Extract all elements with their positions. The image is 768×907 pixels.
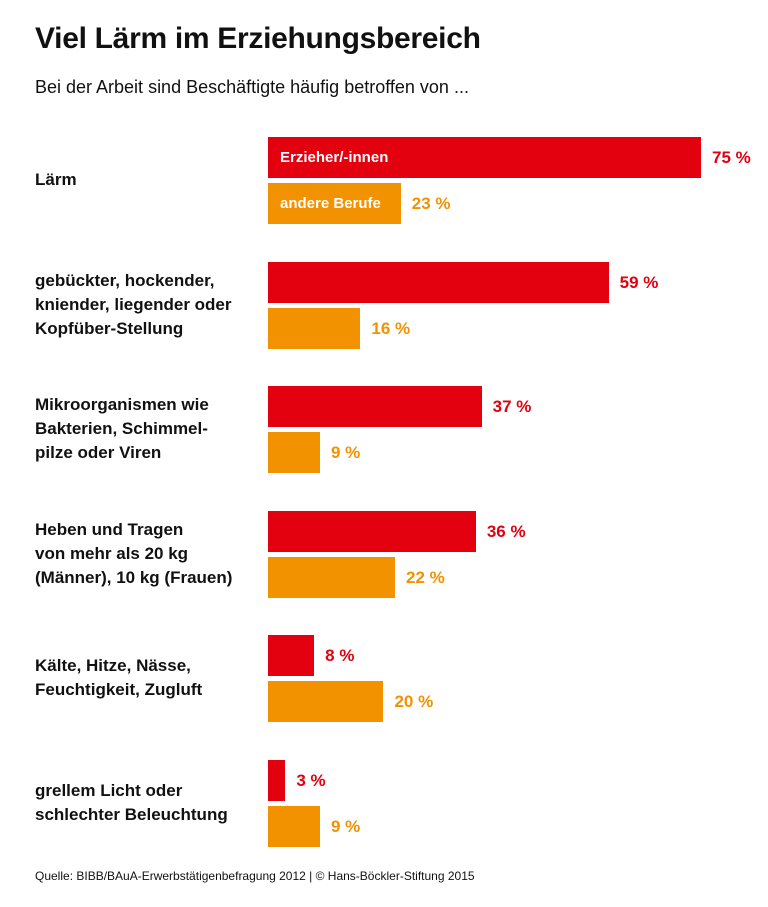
chart-title: Viel Lärm im Erziehungsbereich	[35, 22, 481, 55]
category-label-line: kniender, liegender oder	[35, 294, 232, 314]
category-label-line: gebückter, hockender,	[35, 270, 215, 290]
category-label-line: Kälte, Hitze, Nässe,	[35, 656, 191, 676]
category-label-line: Mikroorganismen wie	[35, 395, 209, 415]
data-label: 9 %	[330, 443, 361, 463]
data-label: 22 %	[406, 567, 445, 587]
bar-andere	[268, 806, 320, 847]
data-label: 36 %	[486, 521, 526, 541]
source-note: Quelle: BIBB/BAuA-Erwerbstätigenbefragun…	[35, 869, 475, 883]
category-label: Mikroorganismen wie Bakterien, Schimmel-p…	[35, 393, 265, 465]
category-label-line: pilze oder Viren	[35, 443, 162, 463]
data-label: 8 %	[325, 646, 355, 666]
bar-erzieher	[268, 261, 609, 303]
category-label-line: Heben und Tragen	[35, 519, 184, 539]
data-label: 9 %	[330, 817, 361, 836]
data-label: 16 %	[371, 318, 411, 338]
data-label: 59 %	[619, 272, 659, 292]
category-label-line: Kopfüber-Stellung	[35, 318, 184, 338]
category-label: Lärm	[35, 168, 265, 192]
data-label: 37 %	[492, 397, 532, 417]
data-label: 20 %	[394, 692, 434, 712]
legend-label: andere Berufe	[280, 195, 381, 212]
bar-andere	[268, 556, 395, 598]
category-label-line: Lärm	[35, 170, 77, 189]
chart-subtitle: Bei der Arbeit sind Beschäftigte häufig …	[35, 77, 469, 97]
bar-erzieher	[268, 510, 476, 552]
category-label-line: grellem Licht oder	[35, 781, 183, 800]
bar-erzieher	[268, 635, 315, 677]
category-label: Kälte, Hitze, Nässe, Feuchtigkeit, Zugluf…	[35, 654, 265, 702]
legend-label: Erzieher/-innen	[280, 149, 389, 166]
bar-andere	[268, 432, 320, 474]
category-label-line: schlechter Beleuchtung	[35, 805, 228, 824]
data-label: 75 %	[712, 148, 751, 167]
bar-andere	[268, 681, 384, 723]
bar-andere	[268, 307, 361, 349]
data-label: 3 %	[296, 771, 326, 790]
bar-erzieher	[268, 760, 286, 801]
bar-erzieher	[268, 386, 482, 428]
category-label: gebückter, hockender, kniender, liegender…	[35, 269, 265, 341]
category-label-line: Bakterien, Schimmel-	[35, 419, 208, 439]
data-label: 23 %	[411, 194, 451, 213]
category-label: grellem Licht oder schlechter Beleuchtung	[35, 779, 265, 827]
bar-andere: andere Berufe	[268, 183, 401, 224]
bar-erzieher: Erzieher/-innen	[268, 137, 701, 178]
category-label-line: von mehr als 20 kg	[35, 543, 189, 563]
category-label: Heben und Tragen von mehr als 20 kg (Männe…	[35, 518, 265, 590]
category-label-line: Feuchtigkeit, Zugluft	[35, 680, 203, 700]
category-label-line: (Männer), 10 kg (Frauen)	[35, 567, 233, 587]
